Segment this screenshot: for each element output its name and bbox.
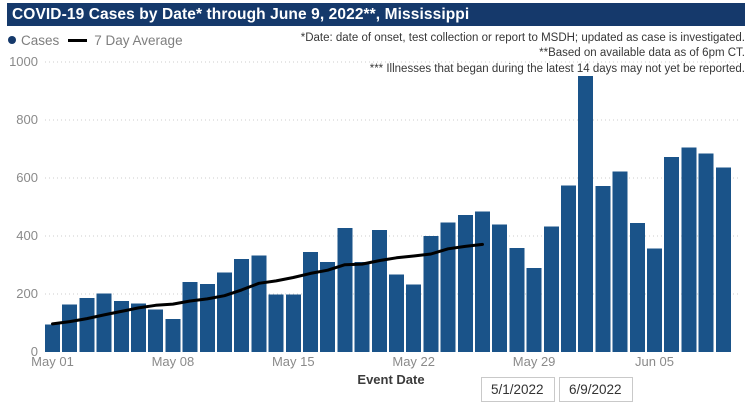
y-axis-tick-label: 600 [16, 170, 38, 185]
cases-bar[interactable] [715, 167, 731, 352]
cases-bar[interactable] [457, 215, 473, 352]
cases-bar[interactable] [45, 324, 60, 352]
cases-bar[interactable] [62, 304, 78, 352]
cases-bar[interactable] [131, 303, 146, 352]
cases-bar[interactable] [578, 75, 594, 353]
cases-bar[interactable] [354, 262, 370, 352]
cases-bar[interactable] [148, 309, 164, 352]
cases-bar[interactable] [440, 222, 456, 352]
footnote-latest-14-days: *** Illnesses that began during the late… [369, 62, 745, 75]
start-date-input[interactable] [481, 377, 555, 402]
cases-bar[interactable] [681, 147, 697, 352]
cases-bar[interactable] [182, 281, 198, 352]
x-axis-tick-label: May 29 [512, 354, 556, 369]
cases-bar[interactable] [337, 228, 353, 352]
x-axis-tick-label: May 01 [31, 354, 74, 369]
y-axis-tick-label: 0 [30, 344, 38, 359]
cases-bar[interactable] [79, 297, 95, 352]
x-axis-tick-label: May 15 [271, 354, 315, 369]
cases-bar[interactable] [303, 251, 318, 352]
x-axis-tick-label: May 22 [392, 354, 436, 369]
x-axis-title: Event Date [357, 372, 425, 387]
cases-bar[interactable] [165, 319, 181, 352]
legend-average-label: 7 Day Average [94, 32, 183, 48]
cases-bar[interactable] [423, 236, 439, 352]
cases-legend-dot-icon [8, 36, 16, 44]
cases-bar[interactable] [96, 293, 112, 352]
y-axis-tick-label: 200 [16, 286, 38, 301]
cases-bar[interactable] [320, 262, 336, 352]
cases-bar[interactable] [612, 171, 628, 352]
footnote-date-definition: *Date: date of onset, test collection or… [300, 32, 745, 44]
cases-bar[interactable] [285, 294, 301, 352]
legend-cases-label: Cases [21, 32, 60, 48]
cases-bar[interactable] [629, 223, 645, 352]
cases-bar[interactable] [698, 153, 714, 352]
cases-bar[interactable] [234, 259, 250, 352]
y-axis-tick-label: 400 [16, 228, 38, 243]
cases-bar[interactable] [217, 272, 232, 353]
end-date-input[interactable] [559, 377, 633, 402]
cases-bar[interactable] [199, 283, 215, 352]
cases-bar[interactable] [543, 226, 559, 352]
page-title: COVID-19 Cases by Date* through June 9, … [7, 3, 745, 26]
y-axis-tick-label: 800 [16, 112, 38, 127]
cases-bar[interactable] [371, 230, 387, 352]
cases-bar[interactable] [389, 274, 404, 352]
cases-bar[interactable] [268, 294, 284, 352]
seven-day-average-line [51, 242, 484, 326]
x-axis-tick-label: May 08 [151, 354, 195, 369]
chart-legend: Cases 7 Day Average [8, 32, 183, 48]
cases-bar[interactable] [561, 185, 576, 353]
x-axis-tick-label: Jun 05 [634, 354, 675, 369]
cases-bar[interactable] [526, 267, 542, 352]
chart-footnotes: *Date: date of onset, test collection or… [301, 31, 745, 77]
average-legend-line-icon [68, 38, 88, 42]
cases-bar[interactable] [664, 157, 680, 352]
cases-bar[interactable] [595, 185, 611, 352]
cases-bar[interactable] [509, 248, 525, 352]
cases-bar[interactable] [647, 248, 662, 353]
cases-bar[interactable] [113, 301, 129, 352]
footnote-data-as-of: **Based on available data as of 6pm CT. [539, 47, 745, 60]
cases-bar[interactable] [492, 224, 508, 352]
y-axis-tick-label: 1000 [9, 54, 38, 69]
cases-bar[interactable] [406, 284, 422, 352]
cases-bar[interactable] [251, 255, 267, 352]
cases-bar[interactable] [475, 211, 490, 352]
